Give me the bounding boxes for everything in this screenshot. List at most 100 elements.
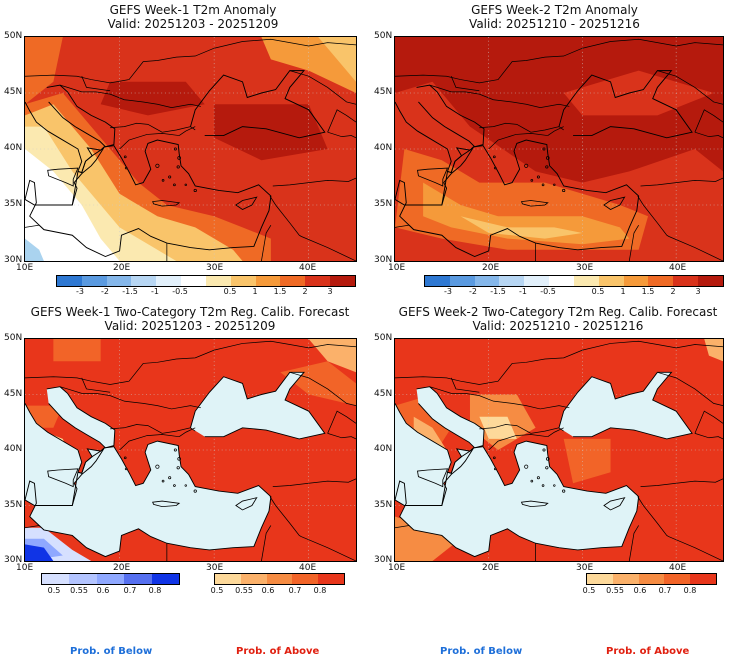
colorbar-label: -1.5 — [122, 287, 138, 296]
island — [47, 167, 79, 187]
probability-map — [24, 338, 357, 562]
title-line1: GEFS Week-2 Two-Category T2m Reg. Calib.… — [398, 305, 718, 319]
lon-label: 30E — [576, 263, 594, 273]
country-border — [327, 109, 356, 133]
title-line2: Valid: 20251210 - 20251216 — [472, 319, 644, 333]
coastline — [25, 440, 272, 558]
country-border — [25, 340, 356, 385]
country-border — [640, 478, 723, 487]
coastline — [395, 440, 640, 558]
lat-label: 35N — [374, 500, 393, 510]
colorbar-label: 1 — [620, 287, 626, 296]
sea — [395, 403, 474, 506]
colorbar-label: 1 — [252, 287, 258, 296]
island — [520, 200, 549, 207]
sea — [46, 386, 115, 448]
title-line1: GEFS Week-1 T2m Anomaly — [109, 3, 277, 17]
country-border — [119, 434, 180, 451]
country-border — [657, 70, 723, 105]
island — [235, 196, 258, 210]
anomaly-field — [214, 104, 328, 161]
island — [176, 165, 180, 169]
lon-label: 20E — [113, 563, 131, 573]
island — [193, 489, 197, 493]
lon-label: 30E — [576, 563, 594, 573]
country-border — [178, 126, 196, 136]
island — [530, 179, 534, 182]
anomaly-map — [24, 36, 357, 262]
country-border — [261, 224, 272, 261]
island — [417, 468, 449, 488]
title-line1: GEFS Week-1 Two-Category T2m Reg. Calib.… — [30, 305, 350, 319]
colorbar-label: 0.8 — [148, 586, 162, 595]
coastline — [190, 371, 326, 440]
colorbar-label: 3 — [695, 287, 701, 296]
island — [184, 484, 188, 487]
title-line2: Valid: 20251203 - 20251209 — [104, 319, 276, 333]
lat-label: 50N — [374, 31, 393, 41]
country-border — [261, 525, 272, 561]
lon-label: 10E — [388, 263, 406, 273]
colorbar-label: 2 — [302, 287, 308, 296]
island — [173, 147, 177, 151]
lat-label: 45N — [374, 389, 393, 399]
coastline — [558, 371, 693, 440]
island — [47, 468, 79, 488]
anomaly-map — [394, 36, 724, 262]
country-border — [327, 432, 356, 440]
country-border — [450, 377, 480, 393]
colorbar-label: 0.55 — [606, 586, 624, 595]
coastline — [25, 139, 272, 258]
colorbar-label: 0.8 — [313, 586, 327, 595]
country-border — [479, 122, 564, 133]
lat-label: 50N — [374, 333, 393, 343]
colorbar-label: -3 — [444, 287, 452, 296]
lon-label: 30E — [206, 263, 224, 273]
lat-label: 40N — [374, 143, 393, 153]
country-border — [289, 371, 356, 406]
country-border — [488, 434, 548, 451]
colorbar-label: -2 — [101, 287, 109, 296]
country-border — [488, 132, 548, 150]
island — [536, 175, 540, 179]
country-border — [81, 377, 111, 393]
island — [173, 183, 176, 187]
island — [168, 175, 172, 179]
island — [562, 489, 566, 493]
colorbar-label: -2 — [469, 287, 477, 296]
country-border — [640, 177, 723, 187]
colorbar-label: -3 — [76, 287, 84, 296]
island — [193, 188, 197, 193]
country-border — [694, 109, 723, 133]
colorbar-label: 0.55 — [235, 586, 253, 595]
country-border — [657, 371, 723, 406]
anomaly-field — [460, 216, 583, 239]
coastline — [46, 386, 116, 449]
map-canvas — [25, 37, 356, 261]
colorbar-label: 0.5 — [591, 287, 605, 296]
island — [173, 448, 177, 452]
colorbar-label: 1.5 — [641, 287, 655, 296]
black-sea — [190, 372, 325, 439]
lat-label: 50N — [4, 333, 23, 343]
title-line1: GEFS Week-2 T2m Anomaly — [471, 3, 638, 17]
panel-title: GEFS Week-2 Two-Category T2m Reg. Calib.… — [380, 305, 736, 333]
island — [161, 179, 165, 182]
country-border — [327, 131, 356, 139]
country-border — [269, 496, 356, 561]
colorbar-label: 0.8 — [683, 586, 697, 595]
probability-map — [394, 338, 724, 562]
country-border — [272, 177, 356, 187]
map-canvas — [395, 339, 723, 561]
probability-field — [479, 416, 517, 439]
coastline — [46, 84, 116, 148]
country-border — [269, 195, 356, 261]
island — [235, 497, 258, 511]
country-border — [628, 525, 639, 561]
country-border — [637, 195, 723, 261]
lat-label: 40N — [374, 444, 393, 454]
lon-label: 40E — [299, 263, 317, 273]
island — [152, 200, 181, 207]
colorbar-label: 0.5 — [223, 287, 237, 296]
country-border — [694, 131, 723, 139]
